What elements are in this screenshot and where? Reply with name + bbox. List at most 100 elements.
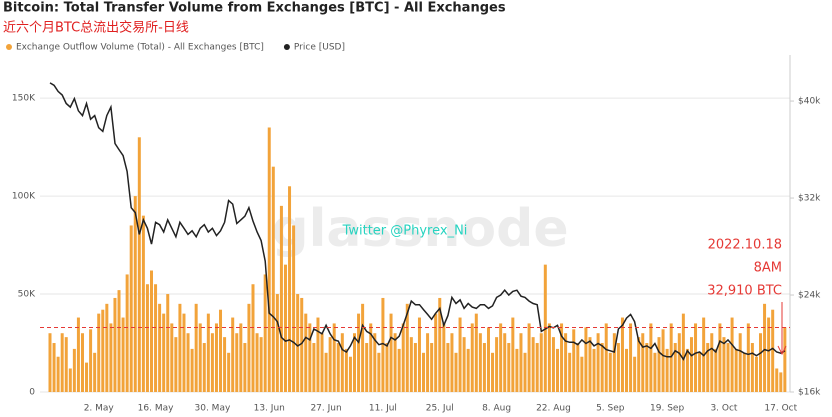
bar <box>117 290 121 392</box>
bar <box>292 225 296 392</box>
bar <box>405 303 409 392</box>
bar <box>227 352 231 392</box>
bar <box>348 356 352 392</box>
bar <box>170 323 174 392</box>
bar <box>283 264 287 392</box>
legend-swatch <box>6 44 12 50</box>
bar <box>206 313 210 392</box>
bar <box>779 372 783 392</box>
bar <box>771 309 775 392</box>
x-tick-label: 5. Sep <box>596 404 625 414</box>
x-tick-label: 17. Oct <box>764 404 797 414</box>
bar <box>556 348 559 392</box>
bar <box>730 317 734 392</box>
bar <box>401 323 405 392</box>
bar <box>689 337 693 392</box>
bar <box>495 337 499 392</box>
bar <box>231 317 235 392</box>
bar <box>85 362 89 392</box>
bar <box>336 343 340 392</box>
bar <box>470 323 474 392</box>
bar <box>511 317 515 392</box>
watermark: glassnode <box>271 199 568 259</box>
bar <box>186 333 190 392</box>
bar <box>539 333 543 392</box>
bar <box>759 333 762 392</box>
bar <box>271 166 275 392</box>
bar <box>365 343 369 392</box>
credit: Twitter @Phyrex_Ni <box>342 224 468 239</box>
chart-subtitle: 近六个月BTC总流出交易所-日线 <box>3 20 189 36</box>
bar <box>409 337 413 392</box>
bar <box>612 333 616 392</box>
bar <box>263 274 267 392</box>
bar <box>340 333 344 392</box>
y-tick-label: 50K <box>18 290 36 300</box>
bar <box>580 356 584 392</box>
bar <box>738 333 742 392</box>
bar <box>275 294 279 392</box>
bar <box>101 309 105 392</box>
bar <box>385 343 389 392</box>
bar <box>685 348 689 392</box>
x-tick-label: 25. Jul <box>426 404 454 414</box>
bar <box>474 313 478 392</box>
bar <box>141 215 145 392</box>
x-tick-label: 8. Aug <box>482 404 511 414</box>
bar <box>344 348 348 392</box>
bar <box>637 337 641 392</box>
bar <box>718 323 722 392</box>
y-tick-label: 150K <box>12 94 36 104</box>
bar <box>564 333 568 392</box>
bar <box>417 317 421 392</box>
bar <box>665 348 669 392</box>
bar <box>726 343 730 392</box>
bar <box>775 368 779 392</box>
bar <box>657 337 661 392</box>
bar <box>300 297 304 392</box>
bar <box>592 348 596 392</box>
bar <box>324 352 328 392</box>
bar <box>113 297 117 392</box>
bar <box>202 343 206 392</box>
bar <box>710 333 714 392</box>
bar <box>576 343 580 392</box>
bar <box>641 333 645 392</box>
x-tick-label: 2. May <box>84 404 115 414</box>
bar <box>450 333 454 392</box>
x-tick-label: 19. Sep <box>650 404 684 414</box>
bar <box>267 127 271 392</box>
bar <box>742 352 746 392</box>
bar <box>308 323 312 392</box>
bar <box>235 333 239 392</box>
bar <box>783 327 787 392</box>
bar <box>393 333 397 392</box>
bar <box>629 323 633 392</box>
bar <box>681 313 685 392</box>
bar <box>430 343 434 392</box>
bar <box>584 327 588 392</box>
bar <box>714 348 718 392</box>
bar <box>572 329 576 392</box>
bar <box>547 323 551 392</box>
bar <box>239 323 243 392</box>
bar <box>214 323 218 392</box>
y2-tick-label: $16k <box>798 388 821 398</box>
bar <box>194 303 198 392</box>
bar <box>527 323 531 392</box>
legend-label: Exchange Outflow Volume (Total) - All Ex… <box>16 43 264 53</box>
bar <box>162 313 166 392</box>
bar <box>608 352 612 392</box>
bar <box>369 323 373 392</box>
bar <box>767 317 771 392</box>
bar <box>413 343 417 392</box>
bar <box>56 356 60 392</box>
price-line <box>49 82 786 361</box>
bar <box>462 337 466 392</box>
bar <box>174 337 178 392</box>
bar <box>466 348 470 392</box>
bar <box>109 323 113 392</box>
bar <box>259 337 263 392</box>
bar <box>243 343 247 392</box>
